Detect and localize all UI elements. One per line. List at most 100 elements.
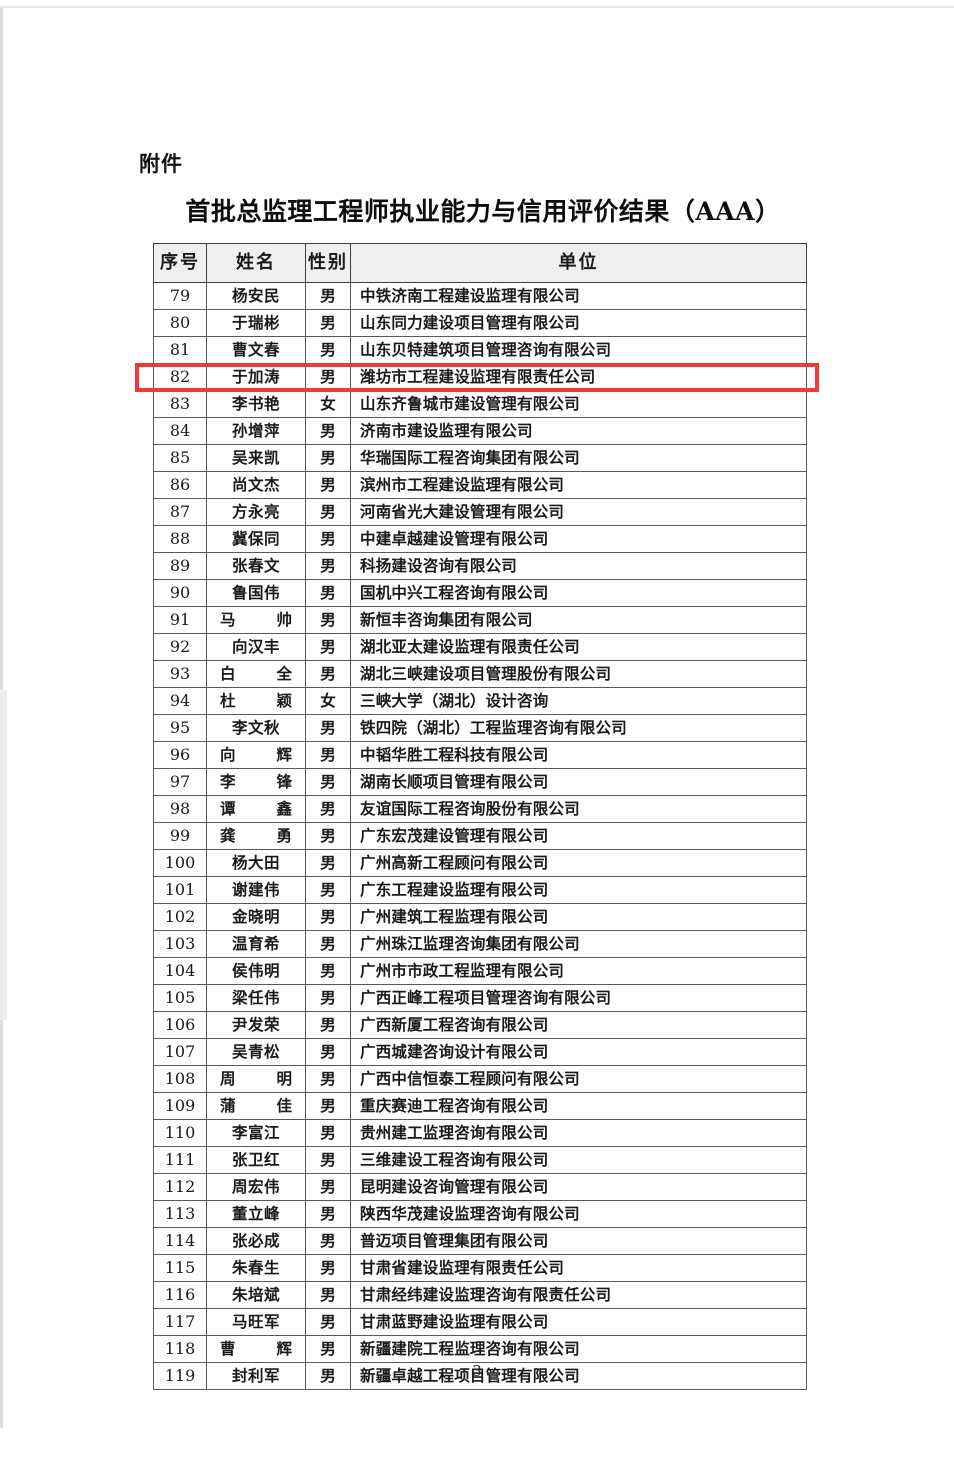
cell-sex: 男	[305, 606, 351, 634]
cell-sex: 男	[305, 579, 351, 607]
table-row: 110 李富江男贵州建工监理咨询有限公司	[153, 1119, 807, 1147]
cell-unit: 广西正峰工程项目管理咨询有限公司	[350, 984, 807, 1012]
cell-sex: 男	[305, 552, 351, 580]
cell-name: 方永亮	[206, 498, 306, 526]
table-row: 118 曹辉男新疆建院工程监理咨询有限公司	[153, 1335, 807, 1363]
cell-seq: 113	[153, 1200, 207, 1228]
cell-name: 吴青松	[206, 1038, 306, 1066]
cell-unit: 河南省光大建设管理有限公司	[350, 498, 807, 526]
cell-sex: 男	[305, 336, 351, 364]
cell-name: 朱春生	[206, 1254, 306, 1282]
attachment-label: 附件	[139, 152, 183, 176]
cell-sex: 男	[305, 741, 351, 769]
cell-unit: 广东工程建设监理有限公司	[350, 876, 807, 904]
table-row: 115 朱春生男甘肃省建设监理有限责任公司	[153, 1254, 807, 1282]
cell-seq: 115	[153, 1254, 207, 1282]
table-row: 86 尚文杰男滨州市工程建设监理有限公司	[153, 471, 807, 499]
cell-sex: 女	[305, 390, 351, 418]
table-row: 94 杜颖女三峡大学（湖北）设计咨询	[153, 687, 807, 715]
cell-seq: 102	[153, 903, 207, 931]
page-title: 首批总监理工程师执业能力与信用评价结果（AAA）	[185, 197, 781, 226]
cell-name: 于加涛	[206, 363, 306, 391]
cell-unit: 新疆建院工程监理咨询有限公司	[350, 1335, 807, 1363]
cell-seq: 89	[153, 552, 207, 580]
cell-name: 于瑞彬	[206, 309, 306, 337]
cell-seq: 83	[153, 390, 207, 418]
cell-name: 龚勇	[206, 822, 306, 850]
cell-sex: 男	[305, 1308, 351, 1336]
cell-sex: 女	[305, 687, 351, 715]
cell-name: 吴来凯	[206, 444, 306, 472]
cell-name-text: 谭鑫	[220, 799, 292, 818]
cell-seq: 116	[153, 1281, 207, 1309]
table-row: 112 周宏伟男昆明建设咨询管理有限公司	[153, 1173, 807, 1201]
cell-sex: 男	[305, 1281, 351, 1309]
cell-unit: 湖南长顺项目管理有限公司	[350, 768, 807, 796]
cell-name-text: 向辉	[220, 745, 292, 764]
cell-seq: 86	[153, 471, 207, 499]
cell-seq: 117	[153, 1308, 207, 1336]
cell-seq: 79	[153, 282, 207, 310]
table-row: 101 谢建伟男广东工程建设监理有限公司	[153, 876, 807, 904]
table-row: 91 马帅男新恒丰咨询集团有限公司	[153, 606, 807, 634]
cell-seq: 80	[153, 309, 207, 337]
cell-name: 冀保同	[206, 525, 306, 553]
cell-unit: 广州高新工程顾问有限公司	[350, 849, 807, 877]
cell-name: 杨安民	[206, 282, 306, 310]
table-row: 88 冀保同男中建卓越建设管理有限公司	[153, 525, 807, 553]
cell-sex: 男	[305, 363, 351, 391]
cell-name: 张春文	[206, 552, 306, 580]
cell-name: 蒲佳	[206, 1092, 306, 1120]
table-row: 97 李锋男湖南长顺项目管理有限公司	[153, 768, 807, 796]
cell-seq: 114	[153, 1227, 207, 1255]
cell-sex: 男	[305, 768, 351, 796]
table-row: 87 方永亮男河南省光大建设管理有限公司	[153, 498, 807, 526]
cell-sex: 男	[305, 471, 351, 499]
table-row: 102 金晓明男广州建筑工程监理有限公司	[153, 903, 807, 931]
cell-name-text: 杜颖	[220, 691, 292, 710]
cell-name: 侯伟明	[206, 957, 306, 985]
cell-name: 曹文春	[206, 336, 306, 364]
cell-sex: 男	[305, 795, 351, 823]
cell-name: 温育希	[206, 930, 306, 958]
cell-seq: 111	[153, 1146, 207, 1174]
cell-name: 封利军	[206, 1362, 306, 1390]
table-row: 108 周明男广西中信恒泰工程顾问有限公司	[153, 1065, 807, 1093]
cell-name-text: 李锋	[220, 772, 292, 791]
cell-sex: 男	[305, 1038, 351, 1066]
cell-seq: 96	[153, 741, 207, 769]
cell-seq: 88	[153, 525, 207, 553]
cell-sex: 男	[305, 849, 351, 877]
cell-unit: 昆明建设咨询管理有限公司	[350, 1173, 807, 1201]
cell-name-text: 曹辉	[220, 1339, 292, 1358]
cell-seq: 110	[153, 1119, 207, 1147]
cell-unit: 广东宏茂建设管理有限公司	[350, 822, 807, 850]
cell-sex: 男	[305, 309, 351, 337]
evaluation-results-table-container: 序号 姓名 性别 单位 79 杨安民男中铁济南工程建设监理有限公司 80 于瑞彬男山东…	[153, 243, 807, 1390]
cell-name: 马帅	[206, 606, 306, 634]
cell-name-text: 马帅	[220, 610, 292, 629]
cell-name: 朱培斌	[206, 1281, 306, 1309]
cell-unit: 重庆赛迪工程咨询有限公司	[350, 1092, 807, 1120]
cell-unit: 广州珠江监理咨询集团有限公司	[350, 930, 807, 958]
scan-edge-artifact-top	[0, 6, 954, 8]
cell-seq: 104	[153, 957, 207, 985]
cell-unit: 湖北亚太建设监理有限责任公司	[350, 633, 807, 661]
table-row: 79 杨安民男中铁济南工程建设监理有限公司	[153, 282, 807, 310]
cell-sex: 男	[305, 417, 351, 445]
cell-sex: 男	[305, 444, 351, 472]
table-row: 84 孙增萍男济南市建设监理有限公司	[153, 417, 807, 445]
cell-unit: 国机中兴工程咨询有限公司	[350, 579, 807, 607]
cell-sex: 男	[305, 1119, 351, 1147]
cell-name: 向汉丰	[206, 633, 306, 661]
cell-unit: 甘肃省建设监理有限责任公司	[350, 1254, 807, 1282]
table-header-row: 序号 姓名 性别 单位	[153, 243, 807, 283]
cell-name: 谭鑫	[206, 795, 306, 823]
cell-seq: 99	[153, 822, 207, 850]
cell-name: 李文秋	[206, 714, 306, 742]
cell-name: 尹发荣	[206, 1011, 306, 1039]
table-header: 序号 姓名 性别 单位	[153, 243, 807, 283]
table-row: 90 鲁国伟男国机中兴工程咨询有限公司	[153, 579, 807, 607]
cell-seq: 92	[153, 633, 207, 661]
